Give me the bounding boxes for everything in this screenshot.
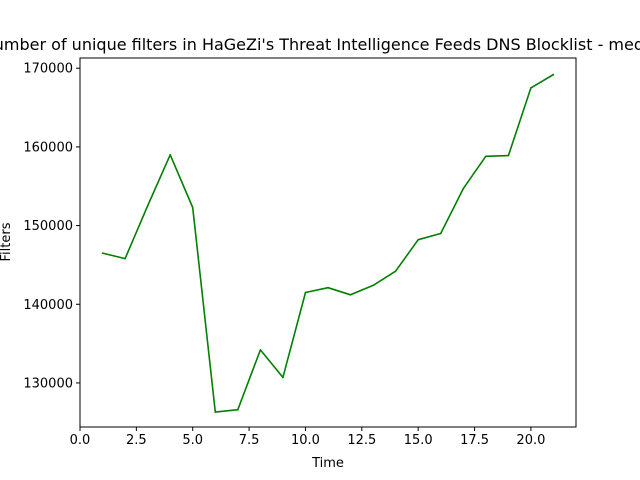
- x-axis-label: Time: [311, 456, 344, 471]
- x-tick-label: 7.5: [239, 433, 260, 448]
- y-axis-ticks: 130000 140000 150000 160000 170000: [23, 62, 80, 391]
- y-tick-label: 160000: [23, 140, 73, 155]
- x-tick-label: 15.0: [404, 433, 433, 448]
- x-axis-ticks: 0.0 2.5 5.0 7.5 10.0 12.5 15.0 17.5 20.0: [70, 427, 545, 448]
- plot-area: [80, 58, 576, 427]
- data-point: [304, 291, 307, 294]
- data-point: [214, 411, 217, 413]
- data-point: [507, 154, 510, 157]
- data-point: [462, 187, 465, 190]
- data-point: [191, 206, 194, 209]
- chart-title: Number of unique filters in HaGeZi's Thr…: [0, 35, 640, 54]
- x-tick-label: 17.5: [460, 433, 489, 448]
- data-point: [349, 294, 352, 296]
- data-point: [552, 73, 555, 76]
- data-point: [327, 286, 329, 289]
- y-tick-label: 150000: [23, 219, 73, 234]
- x-tick-label: 10.0: [291, 433, 320, 448]
- data-point: [146, 205, 149, 207]
- x-tick-label: 20.0: [516, 433, 545, 448]
- data-point: [169, 153, 171, 156]
- data-point: [530, 87, 532, 89]
- y-axis-label: Filters: [0, 222, 14, 261]
- data-point: [439, 232, 442, 235]
- x-tick-label: 5.0: [182, 433, 203, 448]
- data-point: [485, 155, 487, 158]
- data-point: [417, 238, 419, 241]
- y-tick-label: 170000: [23, 62, 73, 77]
- data-point: [282, 376, 284, 379]
- y-tick-label: 130000: [23, 376, 73, 391]
- x-tick-label: 2.5: [126, 433, 147, 448]
- data-point: [124, 257, 126, 260]
- data-point: [372, 284, 374, 287]
- plot-frame: [79, 57, 577, 428]
- data-point: [394, 270, 397, 273]
- data-point: [237, 408, 239, 411]
- series-layer: [101, 73, 555, 413]
- data-point: [259, 349, 262, 351]
- data-point: [101, 252, 104, 254]
- x-tick-label: 12.5: [347, 433, 376, 448]
- x-tick-label: 0.0: [70, 433, 91, 448]
- y-tick-label: 140000: [23, 298, 73, 313]
